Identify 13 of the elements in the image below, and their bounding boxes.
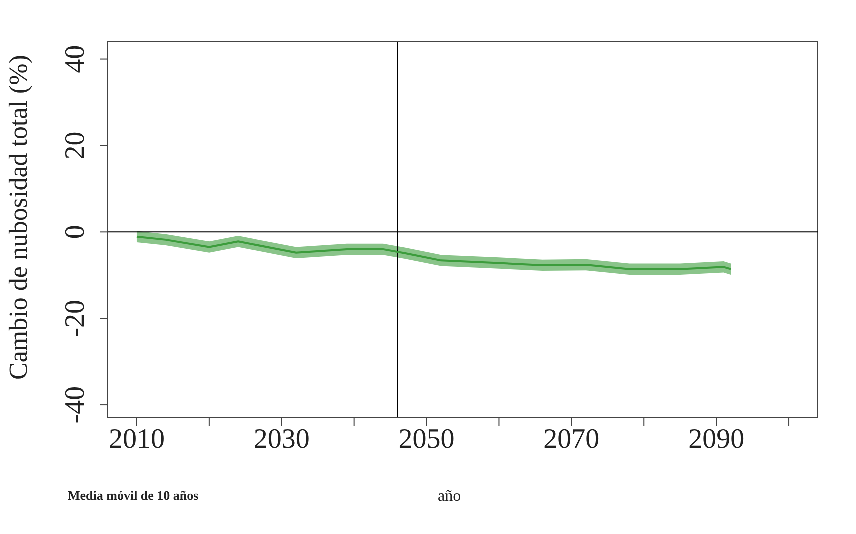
y-axis-title: Cambio de nubosidad total (%) — [4, 55, 34, 380]
x-tick-label: 2070 — [544, 424, 600, 455]
x-axis-title: año — [438, 488, 462, 506]
text: Media móvil de 10 años — [68, 488, 199, 504]
y-tick-label: 40 — [60, 45, 91, 74]
y-tick-label: 20 — [60, 132, 91, 160]
y-tick-label: -40 — [60, 386, 91, 424]
x-tick-label: 2010 — [108, 424, 165, 455]
y-tick-label: 0 — [60, 225, 91, 240]
x-tick-label: 2090 — [688, 424, 745, 455]
x-tick-label: 2030 — [254, 424, 310, 455]
y-tick-label: -20 — [60, 300, 91, 338]
x-tick-label: 2050 — [398, 424, 455, 455]
